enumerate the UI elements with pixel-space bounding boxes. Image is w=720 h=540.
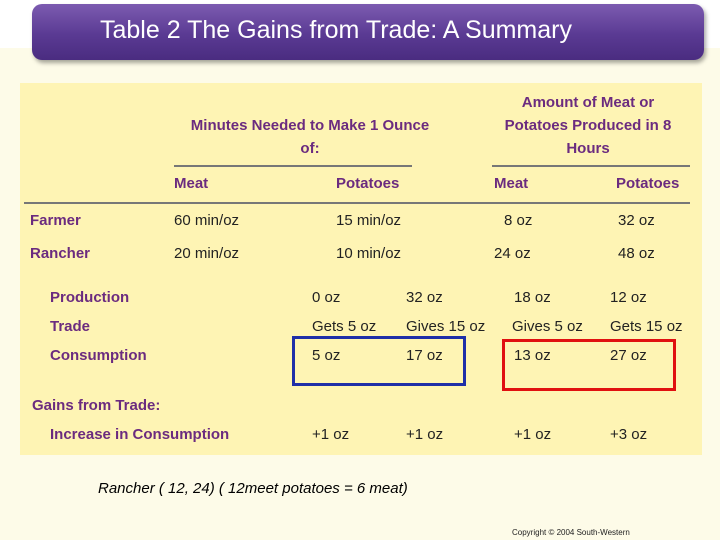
row-label-rancher: Rancher bbox=[30, 245, 91, 262]
cell: Gives 15 oz bbox=[406, 318, 486, 335]
header-rule bbox=[24, 202, 690, 204]
cell: 18 oz bbox=[514, 289, 551, 306]
cell: 5 oz bbox=[312, 347, 341, 364]
cell: 0 oz bbox=[312, 289, 341, 306]
row-label-increase: Increase in Consumption bbox=[50, 426, 230, 443]
slide-title: Table 2 The Gains from Trade: A Summary bbox=[100, 16, 572, 44]
cell: 60 min/oz bbox=[174, 212, 240, 229]
cell: 24 oz bbox=[494, 245, 531, 262]
col-header-meat-minutes: Meat bbox=[174, 175, 209, 192]
title-bar: Table 2 The Gains from Trade: A Summary bbox=[32, 4, 704, 60]
cell: 15 min/oz bbox=[336, 212, 402, 229]
cell: 32 oz bbox=[406, 289, 443, 306]
gains-label: Gains from Trade: bbox=[32, 397, 161, 414]
cell: +1 oz bbox=[312, 426, 350, 443]
slide-note: Rancher ( 12, 24) ( 12meet potatoes = 6 … bbox=[98, 480, 408, 497]
col-header-meat-amount: Meat bbox=[494, 175, 529, 192]
cell: 27 oz bbox=[610, 347, 647, 364]
copyright-text: Copyright © 2004 South-Western bbox=[512, 528, 630, 537]
cell: +1 oz bbox=[406, 426, 444, 443]
cell: 48 oz bbox=[618, 245, 655, 262]
cell: Gets 5 oz bbox=[312, 318, 377, 335]
col-header-potatoes-minutes: Potatoes bbox=[336, 175, 400, 192]
group-underline-amount bbox=[492, 165, 690, 167]
group-header-minutes: Minutes Needed to Make 1 Ounce of: bbox=[190, 117, 430, 157]
cell: +3 oz bbox=[610, 426, 648, 443]
col-header-potatoes-amount: Potatoes bbox=[616, 175, 680, 192]
row-label-trade: Trade bbox=[50, 318, 91, 335]
cell: 13 oz bbox=[514, 347, 551, 364]
highlight-box-rancher-consumption bbox=[502, 339, 676, 391]
cell: Gets 15 oz bbox=[610, 318, 683, 335]
cell: 8 oz bbox=[504, 212, 533, 229]
cell: 32 oz bbox=[618, 212, 655, 229]
cell: Gives 5 oz bbox=[512, 318, 583, 335]
cell: 10 min/oz bbox=[336, 245, 402, 262]
summary-table: Minutes Needed to Make 1 Ounce of: Amoun… bbox=[20, 83, 702, 455]
row-label-production: Production bbox=[50, 289, 130, 306]
cell: 17 oz bbox=[406, 347, 443, 364]
cell: 12 oz bbox=[610, 289, 647, 306]
cell: +1 oz bbox=[514, 426, 552, 443]
group-header-amount: Amount of Meat or Potatoes Produced in 8… bbox=[504, 94, 672, 157]
highlight-box-farmer-consumption bbox=[292, 336, 466, 386]
group-underline-minutes bbox=[174, 165, 412, 167]
row-label-consumption: Consumption bbox=[50, 347, 147, 364]
row-label-farmer: Farmer bbox=[30, 212, 81, 229]
cell: 20 min/oz bbox=[174, 245, 240, 262]
